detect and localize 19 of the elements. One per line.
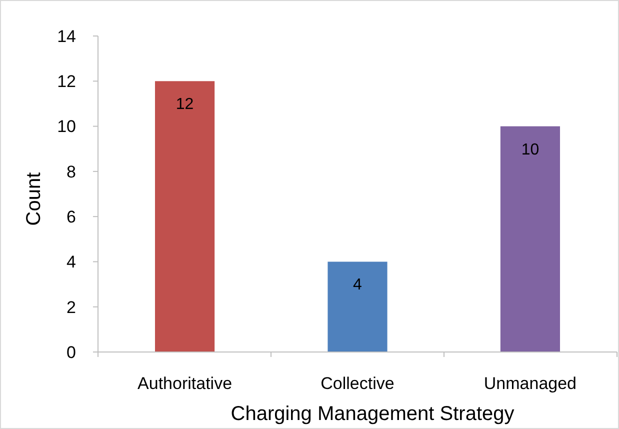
y-tick-label: 8 [66, 162, 76, 182]
y-tick-label: 4 [66, 252, 76, 272]
x-tick-label: Collective [320, 374, 394, 393]
y-tick-label: 2 [66, 298, 76, 317]
x-axis-title: Charging Management Strategy [230, 403, 514, 425]
y-tick-label: 6 [66, 208, 76, 227]
x-tick-label: Unmanaged [484, 374, 577, 393]
data-label: 4 [353, 276, 362, 294]
bar [328, 262, 388, 352]
y-tick-label: 0 [66, 342, 76, 362]
bar [500, 126, 560, 352]
x-tick-label: Authoritative [138, 374, 232, 393]
y-tick-label: 14 [57, 26, 76, 46]
data-label: 12 [176, 96, 194, 114]
data-label: 10 [521, 141, 540, 158]
bar [154, 81, 215, 352]
y-tick-label: 12 [57, 72, 76, 92]
y-axis-title: Count [23, 172, 45, 226]
y-tick-label: 10 [57, 117, 76, 136]
